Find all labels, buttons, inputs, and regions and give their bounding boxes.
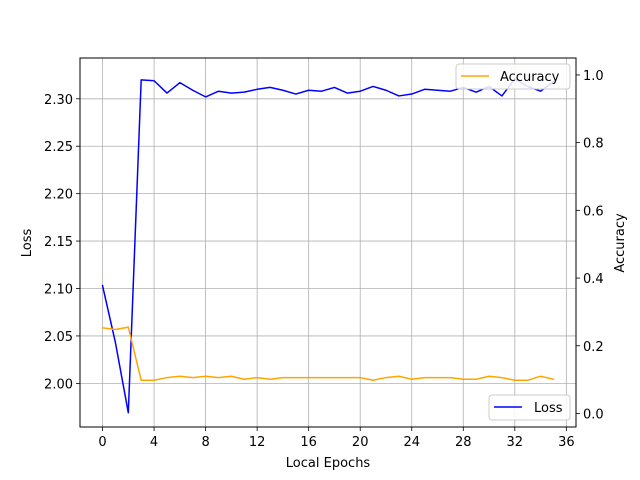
series-line-accuracy	[101, 326, 555, 382]
x-tick-label: 36	[558, 435, 575, 450]
legend-accuracy: Accuracy	[455, 63, 571, 90]
x-tick-label: 24	[403, 435, 420, 450]
y-right-tick-label: 1.0	[583, 69, 604, 84]
series-lines	[101, 78, 555, 414]
x-tick-label: 16	[300, 435, 317, 450]
x-tick-label: 28	[455, 435, 472, 450]
y-right-tick-label: 0.2	[583, 340, 604, 355]
y-left-tick-label: 2.30	[44, 93, 73, 108]
grid-lines	[80, 58, 576, 427]
x-tick-label: 0	[98, 435, 106, 450]
y-left-tick-label: 2.05	[44, 330, 73, 345]
x-tick-label: 12	[249, 435, 266, 450]
y-right-tick-label: 0.8	[583, 137, 604, 152]
x-tick-label: 32	[507, 435, 524, 450]
x-tick-label: 8	[201, 435, 209, 450]
y-right-tick-label: 0.0	[583, 407, 604, 422]
y-axis-left-label: Loss	[20, 229, 35, 258]
y-left-tick-label: 2.15	[44, 235, 73, 250]
x-axis-label: Local Epochs	[286, 456, 371, 471]
y-left-tick-label: 2.00	[44, 377, 73, 392]
y-right-tick-label: 0.4	[583, 272, 604, 287]
x-tick-label: 20	[352, 435, 369, 450]
legend-loss: Loss	[488, 394, 571, 421]
y-right-tick-label: 0.6	[583, 204, 604, 219]
x-axis-ticks: 0 4 8 12 16 20 24 28 32 36	[98, 427, 575, 450]
legend-accuracy-label: Accuracy	[500, 70, 560, 85]
y-axis-right-ticks: 0.0 0.2 0.4 0.6 0.8 1.0	[576, 69, 604, 422]
x-tick-label: 4	[150, 435, 158, 450]
y-axis-right-label: Accuracy	[613, 213, 628, 273]
plot-frame	[79, 57, 577, 428]
y-left-tick-label: 2.10	[44, 283, 73, 298]
legend-loss-label: Loss	[534, 401, 563, 416]
y-left-tick-label: 2.25	[44, 140, 73, 155]
y-axis-left-ticks: 2.00 2.05 2.10 2.15 2.20 2.25 2.30	[44, 93, 80, 392]
series-line-loss	[101, 78, 555, 414]
y-left-tick-label: 2.20	[44, 188, 73, 203]
